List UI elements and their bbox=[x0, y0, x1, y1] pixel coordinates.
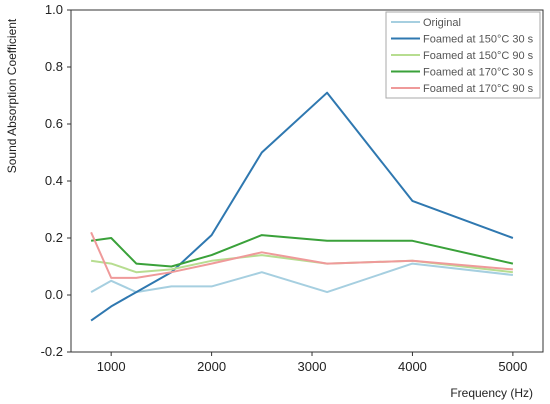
x-axis: 1000 2000 3000 4000 5000 bbox=[97, 352, 527, 374]
series-line-5 bbox=[90, 231, 513, 279]
x-axis-title: Frequency (Hz) bbox=[450, 386, 533, 400]
y-tick-label: 0.8 bbox=[45, 59, 63, 74]
y-tick-label: 0.6 bbox=[45, 116, 63, 131]
series-line-2 bbox=[90, 91, 514, 322]
legend-label: Original bbox=[423, 17, 461, 29]
legend-label: Foamed at 150°C 30 s bbox=[423, 34, 534, 46]
series-layer bbox=[90, 91, 514, 322]
series-line-4 bbox=[90, 234, 514, 268]
x-tick-label: 1000 bbox=[97, 359, 126, 374]
legend-label: Foamed at 150°C 90 s bbox=[423, 50, 534, 62]
y-tick-label: -0.2 bbox=[41, 344, 63, 359]
y-tick-label: 0.0 bbox=[45, 287, 63, 302]
legend: Original Foamed at 150°C 30 s Foamed at 15… bbox=[385, 11, 541, 99]
x-tick-label: 3000 bbox=[298, 359, 327, 374]
y-tick-label: 1.0 bbox=[45, 2, 63, 17]
x-tick-label: 4000 bbox=[398, 359, 427, 374]
x-tick-label: 5000 bbox=[498, 359, 527, 374]
y-axis: -0.2 0.0 0.2 0.4 0.6 0.8 1.0 bbox=[41, 2, 71, 359]
legend-label: Foamed at 170°C 30 s bbox=[423, 67, 534, 79]
x-tick-label: 2000 bbox=[197, 359, 226, 374]
legend-label: Foamed at 170°C 90 s bbox=[423, 83, 534, 95]
y-tick-label: 0.2 bbox=[45, 230, 63, 245]
series-line-1 bbox=[90, 262, 514, 294]
y-tick-label: 0.4 bbox=[45, 173, 63, 188]
y-axis-title: Sound Absorption Coefficient bbox=[5, 18, 19, 173]
